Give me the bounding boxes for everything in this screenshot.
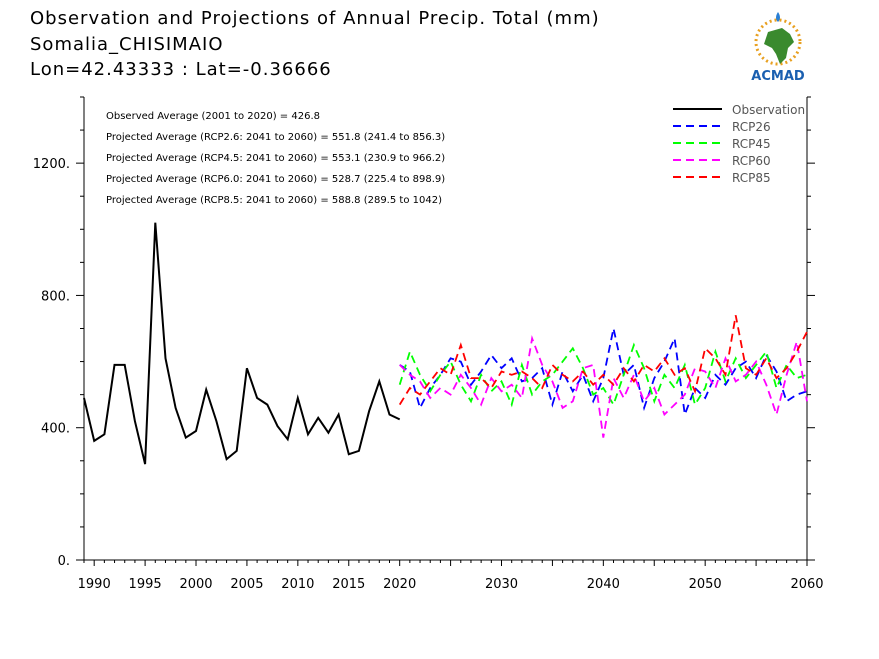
- x-tick-label: 2030: [485, 577, 518, 592]
- x-tick-label: 2060: [790, 577, 823, 592]
- x-tick-label: 2000: [179, 577, 212, 592]
- station-name: Somalia_CHISIMAIO: [30, 34, 224, 55]
- series-rcp60: [399, 335, 808, 438]
- annotation-text: Projected Average (RCP2.6: 2041 to 2060)…: [106, 132, 445, 143]
- legend-label: RCP26: [732, 120, 771, 134]
- y-axis-labels: 0. 400. 800. 1200.: [33, 157, 70, 569]
- x-tick-label: 1990: [78, 577, 111, 592]
- series-rcp26: [399, 328, 808, 415]
- y-tick-label: 1200.: [33, 157, 70, 172]
- legend-label: RCP85: [732, 171, 771, 185]
- annotation-text: Observed Average (2001 to 2020) = 426.8: [106, 111, 320, 122]
- series-observation: [83, 222, 401, 465]
- annotations: Observed Average (2001 to 2020) = 426.8 P…: [106, 111, 445, 206]
- x-tick-label: 2020: [383, 577, 416, 592]
- x-tick-label: 2005: [230, 577, 263, 592]
- x-tick-label: 2010: [281, 577, 314, 592]
- x-tick-label: 1995: [129, 577, 162, 592]
- x-tick-label: 2015: [332, 577, 365, 592]
- x-tick-label: 2040: [587, 577, 620, 592]
- y-tick-label: 0.: [58, 554, 70, 569]
- chart-title: Observation and Projections of Annual Pr…: [30, 8, 600, 29]
- legend-label: RCP60: [732, 154, 771, 168]
- annotation-text: Projected Average (RCP4.5: 2041 to 2060)…: [106, 153, 445, 164]
- x-axis-labels: 1990 1995 2000 2005 2010 2015 2020 2030 2040 2050…: [78, 577, 824, 592]
- series-rcp45: [398, 342, 808, 408]
- plot-frame: [83, 97, 808, 561]
- series-rcp85: [398, 315, 808, 406]
- y-tick-label: 800.: [41, 289, 70, 304]
- legend-label: RCP45: [732, 137, 771, 151]
- acmad-africa-logo-icon: [754, 12, 802, 66]
- coordinates: Lon=42.43333 : Lat=-0.36666: [30, 59, 332, 80]
- annotation-text: Projected Average (RCP8.5: 2041 to 2060)…: [106, 195, 442, 206]
- y-tick-label: 400.: [41, 422, 70, 437]
- logo-text: ACMAD: [751, 69, 805, 84]
- legend-label: Observation: [732, 103, 805, 117]
- axis-ticks: [76, 96, 815, 566]
- x-tick-label: 2050: [689, 577, 722, 592]
- acmad-logo: ACMAD: [738, 8, 818, 84]
- series-layer: [83, 222, 808, 465]
- annotation-text: Projected Average (RCP6.0: 2041 to 2060)…: [106, 174, 445, 185]
- legend: Observation RCP26 RCP45 RCP60 RCP85: [673, 103, 805, 185]
